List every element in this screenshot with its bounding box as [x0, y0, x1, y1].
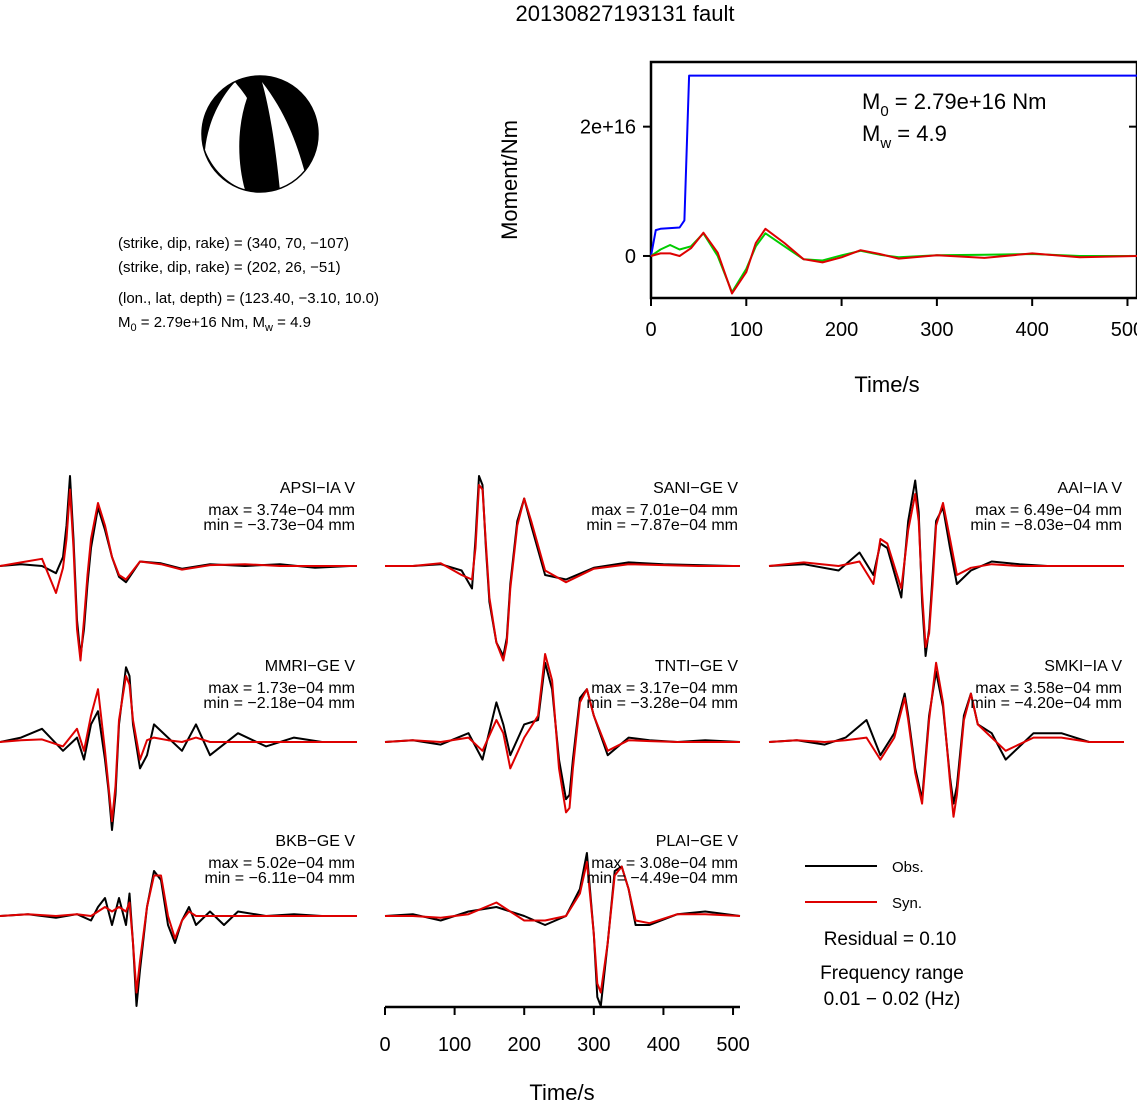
synthetic-trace [768, 493, 1124, 648]
moment-rate-red-line [650, 227, 1137, 295]
moment-xtick-label: 300 [920, 319, 953, 341]
waveform-xtick-label: 200 [508, 1034, 541, 1056]
waveform-xtick-label: 100 [438, 1034, 471, 1056]
waveform-legend: Obs. Syn. [805, 859, 924, 912]
synthetic-trace [385, 484, 740, 662]
waveform-xlabel: Time/s [529, 1080, 594, 1103]
station-min-label: min = −2.18e−04 mm [203, 695, 355, 712]
station-min-label: min = −4.49e−04 mm [586, 870, 738, 887]
station-name-label: SMKI−IA V [1044, 658, 1122, 675]
legend-syn-label: Syn. [892, 895, 922, 912]
moment-xtick-label: 500 [1111, 319, 1137, 341]
station-min-label: min = −3.73e−04 mm [203, 517, 355, 534]
waveform-xtick-label: 500 [716, 1034, 749, 1056]
figure-title: 20130827193131 fault [516, 1, 735, 26]
frequency-range-value: 0.01 − 0.02 (Hz) [824, 989, 961, 1010]
moment-xtick-label: 0 [645, 319, 656, 341]
waveform-axis-ticks: 0 100 200 300 400 500 [379, 1007, 750, 1056]
station-min-label: min = −4.20e−04 mm [970, 695, 1122, 712]
location-text: (lon., lat, depth) = (123.40, −3.10, 10.… [118, 290, 379, 307]
focal-mechanism-beachball [201, 75, 319, 193]
station-min-label: min = −3.28e−04 mm [586, 695, 738, 712]
beachball-dilatation-left [205, 82, 247, 190]
moment-rate-green-line [650, 232, 1137, 294]
moment-annotation-mw: Mw = 4.9 [862, 121, 947, 152]
station-max-label: max = 3.08e−04 mm [591, 855, 738, 872]
frequency-range-label: Frequency range [820, 963, 964, 984]
observed-trace [768, 670, 1124, 805]
station-name-label: MMRI−GE V [265, 658, 356, 675]
moment-xtick-label: 100 [730, 319, 763, 341]
station-min-label: min = −7.87e−04 mm [586, 517, 738, 534]
waveform-xtick-label: 0 [379, 1034, 390, 1056]
moment-xlabel: Time/s [854, 372, 919, 397]
synthetic-trace [0, 874, 357, 994]
observed-trace [0, 870, 357, 1007]
beachball-outline [201, 75, 319, 193]
synthetic-trace [768, 661, 1124, 818]
synthetic-trace [384, 653, 740, 814]
nodal-plane-2-text: (strike, dip, rake) = (202, 26, −51) [118, 259, 341, 276]
station-name-label: APSI−IA V [280, 480, 355, 497]
waveform-xtick-label: 300 [577, 1034, 610, 1056]
observed-trace [0, 666, 357, 831]
moment-plot-frame [649, 60, 1137, 300]
synthetic-trace [385, 861, 741, 994]
station-max-label: max = 3.74e−04 mm [208, 502, 355, 519]
moment-rate-plot: 010020030040050002e+16 Moment/Nm Time/s … [497, 60, 1137, 397]
waveform-xtick-label: 400 [647, 1034, 680, 1056]
station-max-label: max = 3.17e−04 mm [591, 680, 738, 697]
station-name-label: SANI−GE V [653, 480, 738, 497]
station-min-label: min = −6.11e−04 mm [205, 870, 355, 887]
moment-xtick-label: 200 [825, 319, 858, 341]
legend-obs-label: Obs. [892, 859, 924, 876]
waveform-time-axis: 0 100 200 300 400 500 Time/s [379, 1005, 750, 1103]
beachball-dilatation-right [262, 82, 305, 191]
moment-summary-text: M0 = 2.79e+16 Nm, Mw = 4.9 [118, 314, 311, 334]
station-max-label: max = 3.58e−04 mm [975, 680, 1122, 697]
synthetic-trace [0, 675, 357, 823]
moment-ytick-label: 2e+16 [580, 117, 636, 139]
synthetic-trace [0, 488, 357, 662]
station-max-label: max = 6.49e−04 mm [975, 502, 1122, 519]
station-min-label: min = −8.03e−04 mm [970, 517, 1122, 534]
station-name-label: BKB−GE V [275, 833, 355, 850]
residual-text: Residual = 0.10 [824, 929, 957, 950]
station-max-label: max = 5.02e−04 mm [208, 855, 355, 872]
nodal-plane-1-text: (strike, dip, rake) = (340, 70, −107) [118, 235, 349, 252]
station-max-label: max = 1.73e−04 mm [208, 680, 355, 697]
station-max-label: max = 7.01e−04 mm [591, 502, 738, 519]
moment-plot-series [650, 74, 1137, 295]
moment-ytick-label: 0 [625, 246, 636, 268]
observed-trace [768, 479, 1124, 657]
moment-xtick-label: 400 [1015, 319, 1048, 341]
station-name-label: PLAI−GE V [656, 833, 739, 850]
moment-cumulative-line [650, 74, 1137, 257]
station-name-label: TNTI−GE V [655, 658, 738, 675]
station-name-label: AAI−IA V [1058, 480, 1123, 497]
moment-ylabel: Moment/Nm [497, 120, 522, 240]
moment-annotation-m0: M0 = 2.79e+16 Nm [862, 89, 1046, 120]
